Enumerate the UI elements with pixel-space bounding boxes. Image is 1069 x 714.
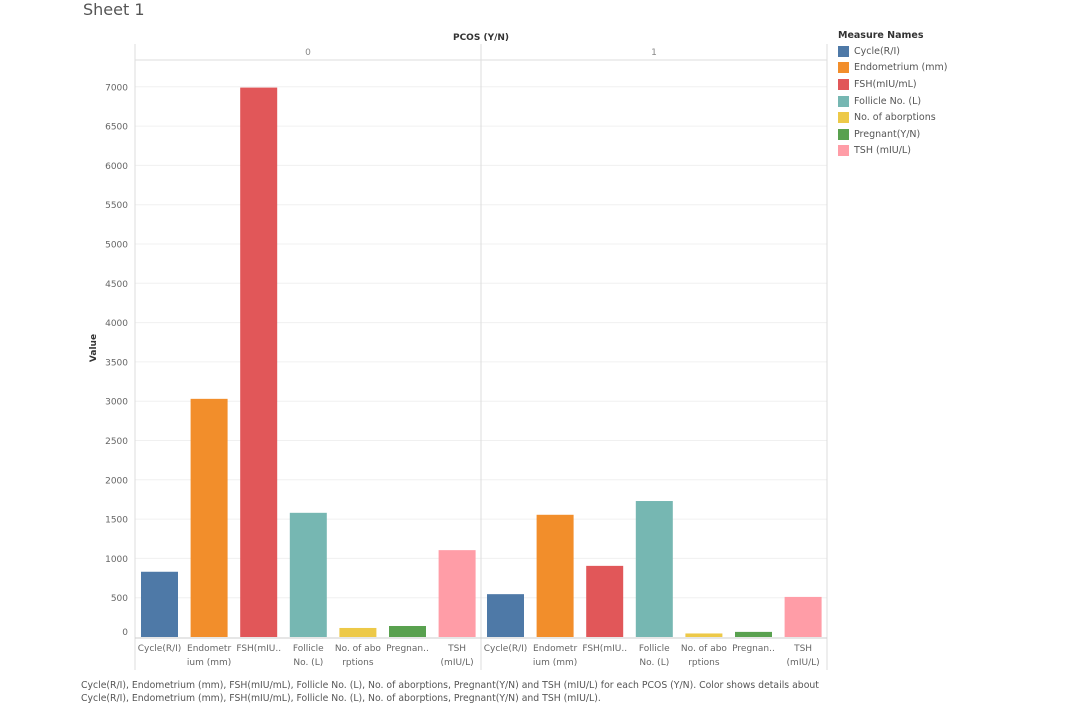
y-axis-label: Value <box>89 334 99 362</box>
y-tick-label: 4000 <box>105 319 128 329</box>
x-tick-label: Cycle(R/I) <box>484 644 528 654</box>
bar <box>389 625 426 637</box>
y-tick-label: 6000 <box>105 162 128 172</box>
x-tick-label: rptions <box>342 658 374 668</box>
legend-label: No. of aborptions <box>854 112 936 124</box>
legend-swatch <box>838 128 849 140</box>
bar <box>487 594 524 637</box>
bar <box>685 633 723 637</box>
y-tick-label: 0 <box>122 628 128 638</box>
legend-title: Measure Names <box>838 30 924 41</box>
legend-item[interactable]: FSH(mIU/mL) <box>838 76 947 93</box>
legend-swatch <box>838 145 849 157</box>
y-tick-label: 5500 <box>105 201 128 211</box>
y-tick-label: 1500 <box>105 516 128 526</box>
x-tick-label: Endometr <box>533 644 577 654</box>
y-tick-label: 4500 <box>105 280 128 290</box>
x-tick-label: (mIU/L) <box>441 658 474 668</box>
y-tick-label: 1000 <box>105 555 128 565</box>
legend-item[interactable]: Cycle(R/I) <box>838 43 947 60</box>
bar <box>586 565 624 637</box>
panel-label: 1 <box>651 48 657 58</box>
bar <box>289 512 327 637</box>
y-tick-label: 2500 <box>105 437 128 447</box>
legend-swatch <box>838 45 849 57</box>
x-tick-label: rptions <box>688 658 720 668</box>
x-tick-label: No. (L) <box>639 658 669 668</box>
x-tick-label: (mIU/L) <box>787 658 820 668</box>
x-tick-label: FSH(mIU.. <box>582 644 627 654</box>
y-tick-label: 500 <box>111 594 128 604</box>
legend-item[interactable]: No. of aborptions <box>838 109 947 126</box>
legend-label: TSH (mIU/L) <box>854 145 911 157</box>
x-tick-label: Endometr <box>187 644 231 654</box>
legend-swatch <box>838 78 849 90</box>
x-tick-label: Pregnan.. <box>386 644 429 654</box>
bar <box>735 631 772 637</box>
legend-swatch <box>838 112 849 124</box>
legend-label: Pregnant(Y/N) <box>854 128 921 140</box>
legend-item[interactable]: Follicle No. (L) <box>838 93 947 110</box>
y-tick-label: 5000 <box>105 241 128 251</box>
x-tick-label: TSH <box>793 644 812 654</box>
y-tick-label: 3500 <box>105 358 128 368</box>
sheet-title: Sheet 1 <box>83 0 145 19</box>
bar <box>784 596 822 637</box>
legend-item[interactable]: TSH (mIU/L) <box>838 143 947 160</box>
x-tick-label: Pregnan.. <box>732 644 775 654</box>
y-tick-label: 3000 <box>105 398 128 408</box>
x-tick-label: No. of abo <box>681 644 728 654</box>
x-tick-label: FSH(mIU.. <box>236 644 281 654</box>
bar <box>635 501 673 637</box>
x-tick-label: Cycle(R/I) <box>138 644 182 654</box>
legend-swatch <box>838 62 849 74</box>
x-tick-label: No. (L) <box>293 658 323 668</box>
bar <box>339 627 377 637</box>
column-header: PCOS (Y/N) <box>453 33 509 43</box>
y-tick-label: 6500 <box>105 123 128 133</box>
bar <box>438 550 476 637</box>
panel-label: 0 <box>305 48 311 58</box>
x-tick-label: ium (mm) <box>187 658 231 668</box>
x-tick-label: Follicle <box>639 644 670 654</box>
legend-label: Cycle(R/I) <box>854 45 900 57</box>
caption: Cycle(R/I), Endometrium (mm), FSH(mIU/mL… <box>81 680 819 704</box>
y-tick-label: 7000 <box>105 83 128 93</box>
legend-item[interactable]: Pregnant(Y/N) <box>838 126 947 143</box>
legend-swatch <box>838 95 849 107</box>
legend-label: Endometrium (mm) <box>854 62 948 74</box>
x-tick-label: No. of abo <box>335 644 382 654</box>
legend-item[interactable]: Endometrium (mm) <box>838 60 947 77</box>
x-tick-label: ium (mm) <box>533 658 577 668</box>
legend-label: Follicle No. (L) <box>854 95 922 107</box>
bar <box>536 514 574 637</box>
bar <box>240 87 278 637</box>
y-tick-label: 2000 <box>105 476 128 486</box>
legend: Measure Names Cycle(R/I) Endometrium (mm)… <box>838 30 947 159</box>
x-tick-label: TSH <box>447 644 466 654</box>
legend-label: FSH(mIU/mL) <box>854 78 917 90</box>
bar <box>141 571 178 637</box>
bar-chart: 0 500 1000 1500 2000 2500 3000 3500 4000 4500 5000… <box>89 33 828 670</box>
bar <box>190 398 228 637</box>
x-tick-label: Follicle <box>293 644 324 654</box>
